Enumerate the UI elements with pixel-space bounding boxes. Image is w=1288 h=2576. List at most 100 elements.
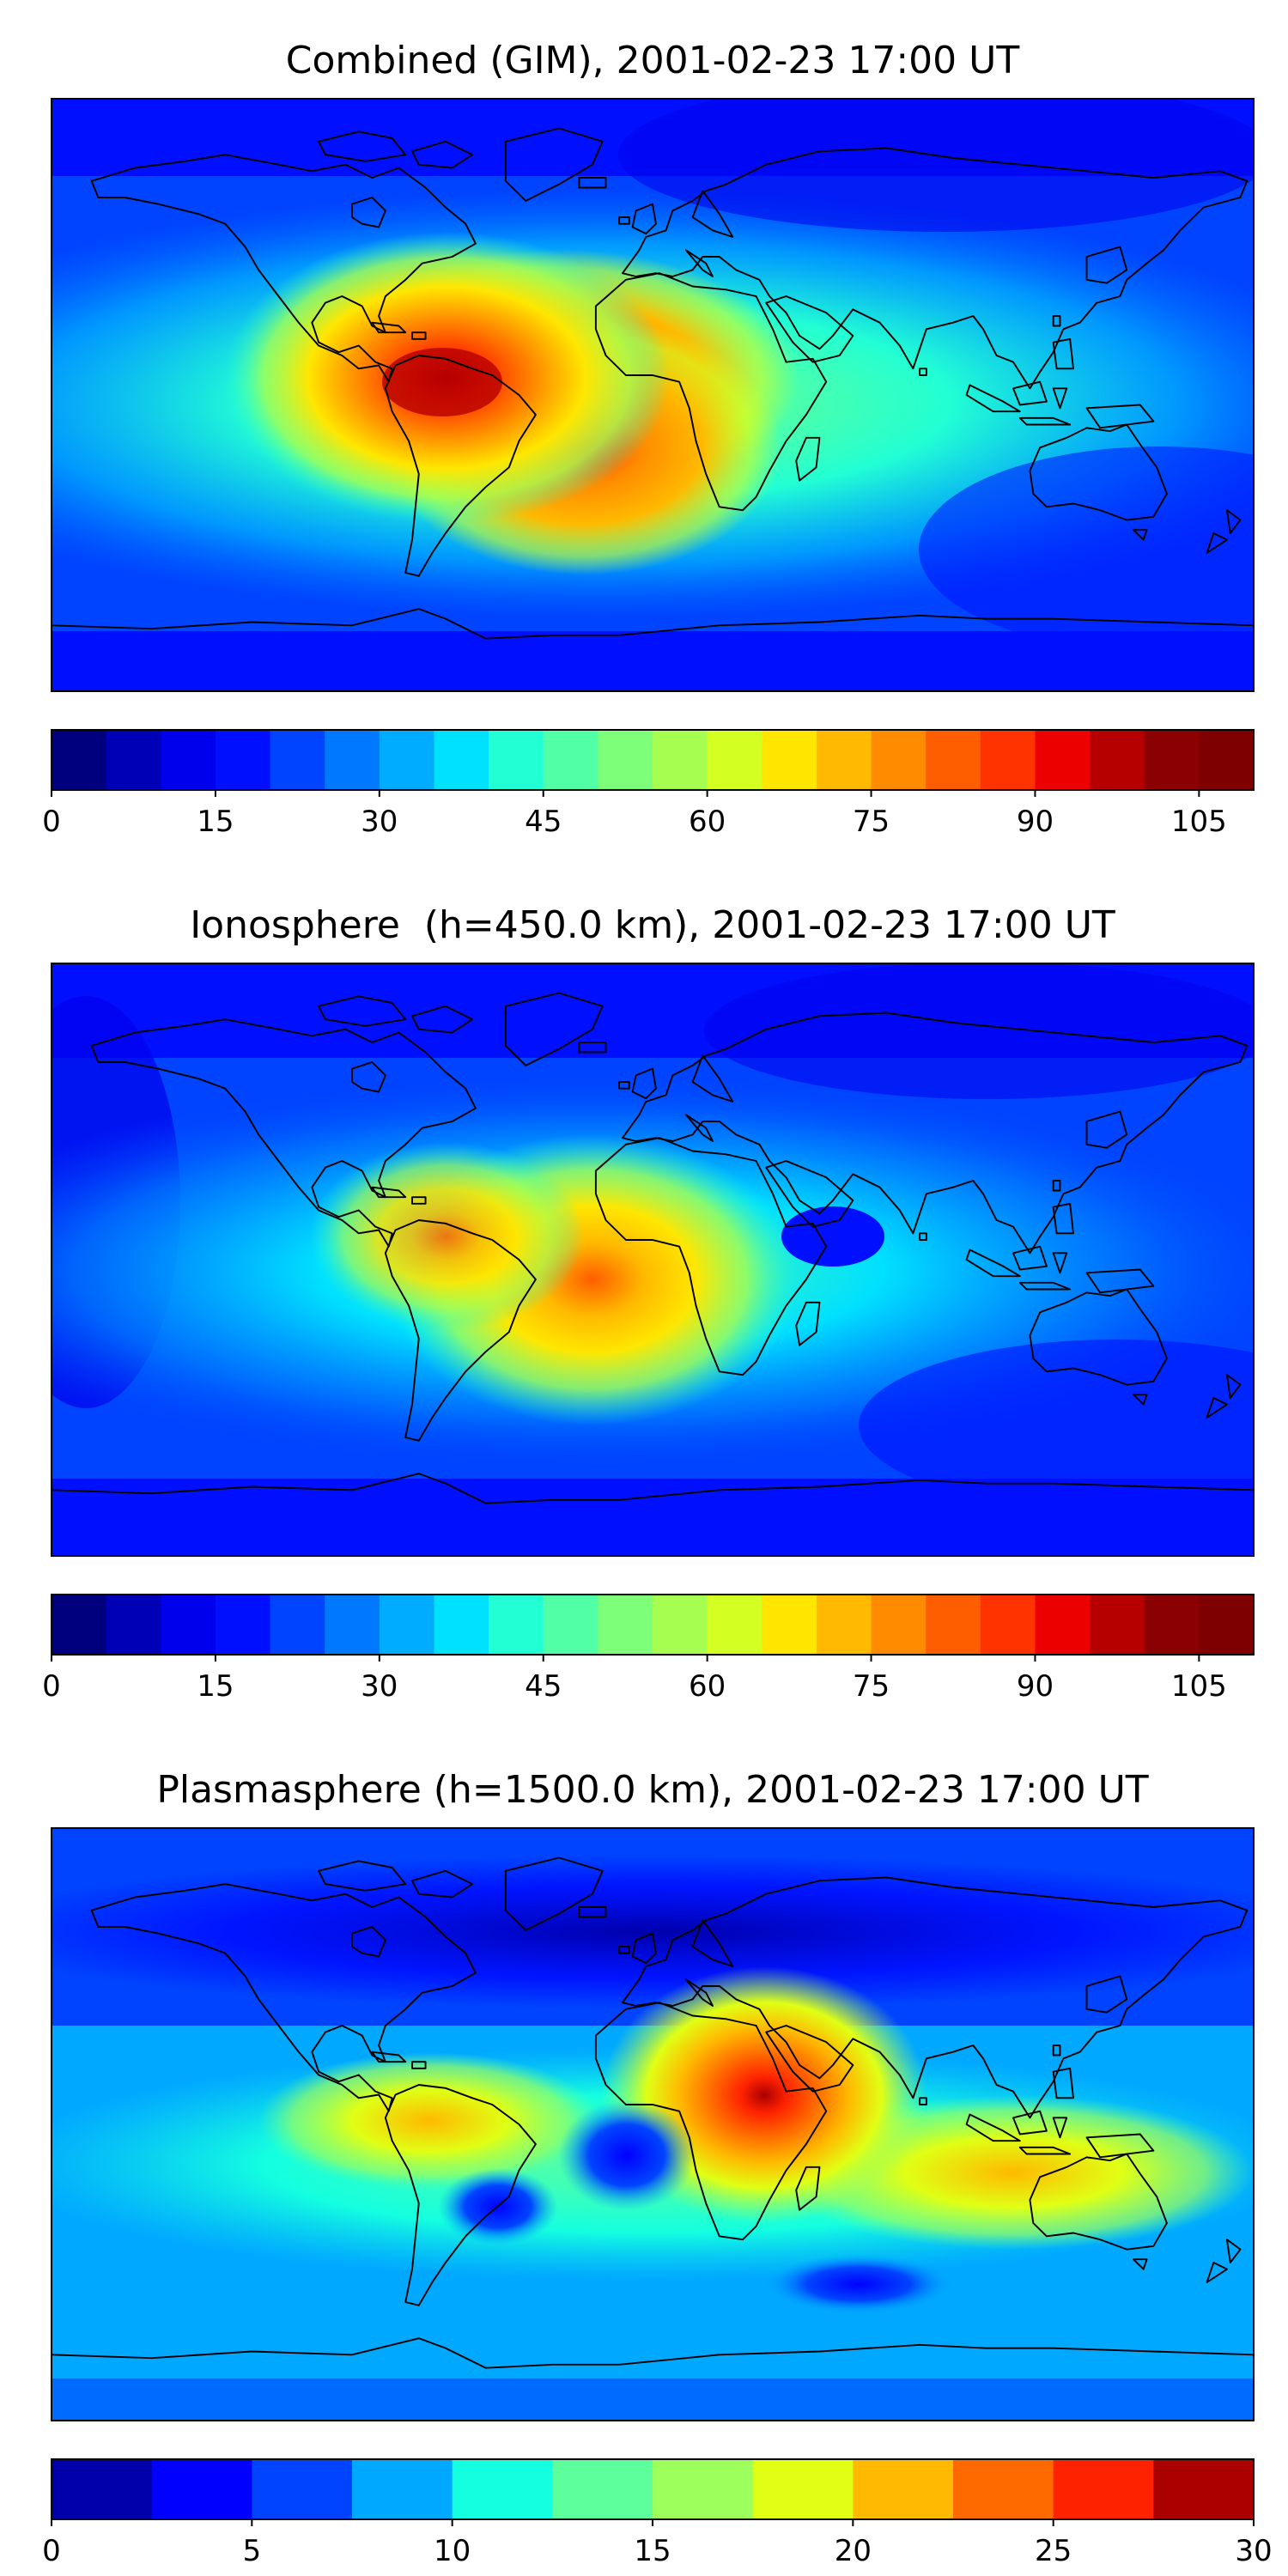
colorbar-segment	[325, 1595, 380, 1655]
colorbar-segment	[379, 1595, 435, 1655]
low-east-africa	[781, 1206, 884, 1267]
panel-combined-gim: Combined (GIM), 2001-02-23 17:00 UT 0 15 3…	[42, 39, 1255, 839]
colorbar-tick-label: 30	[361, 1669, 398, 1704]
colorbar-segment	[752, 2459, 854, 2519]
colorbar-tick-label: 60	[689, 1669, 726, 1704]
panel-ionosphere: Ionosphere (h=450.0 km), 2001-02-23 17:0…	[42, 903, 1255, 1704]
colorbar-segment	[52, 2459, 153, 2519]
colorbar-tick-label: 20	[835, 2534, 872, 2568]
colorbar-segment	[552, 2459, 653, 2519]
colorbar-tick-label: 90	[1017, 805, 1054, 839]
colorbar-segment	[52, 730, 107, 790]
colorbar: 0 15 30 45 60 75 90 105	[42, 1594, 1255, 1704]
south-america-core	[382, 348, 502, 416]
colorbar-frame	[51, 729, 1255, 791]
colorbar-segment	[215, 730, 271, 790]
colorbar-segment	[980, 730, 1036, 790]
colorbar-segment	[762, 1595, 817, 1655]
panel-title: Plasmasphere (h=1500.0 km), 2001-02-23 1…	[156, 1768, 1148, 1812]
southern-ocean-low	[764, 2254, 953, 2314]
colorbar-tick-label: 5	[243, 2534, 262, 2568]
atlantic-low	[558, 2099, 696, 2211]
map-frame	[51, 963, 1255, 1557]
colorbar-segment	[853, 2459, 954, 2519]
panel-title: Ionosphere (h=450.0 km), 2001-02-23 17:0…	[190, 903, 1115, 947]
panel-plasmasphere: Plasmasphere (h=1500.0 km), 2001-02-23 1…	[42, 1768, 1273, 2568]
colorbar-segment	[52, 1595, 107, 1655]
colorbar-tick-label: 30	[1235, 2534, 1272, 2568]
colorbar-segment	[434, 730, 489, 790]
map-frame	[51, 1827, 1255, 2421]
colorbar-segment	[926, 730, 981, 790]
colorbar-segment	[1090, 1595, 1145, 1655]
colorbar: 0 5 10 15 20 25 30	[42, 2458, 1273, 2568]
colorbar-segment	[653, 730, 708, 790]
colorbar-tick-label: 75	[853, 1669, 890, 1704]
colorbar-tick-label: 75	[853, 805, 890, 839]
colorbar-segment	[598, 1595, 653, 1655]
colorbar-tick-label: 25	[1035, 2534, 1072, 2568]
colorbar: 0 15 30 45 60 75 90 105	[42, 729, 1255, 839]
colorbar-tick-label: 90	[1017, 1669, 1054, 1704]
colorbar-segment	[1199, 730, 1255, 790]
colorbar-segment	[106, 1595, 161, 1655]
low-north-asia	[704, 963, 1254, 1099]
colorbar-segment	[707, 1595, 762, 1655]
colorbar-tick-label: 15	[634, 2534, 671, 2568]
colorbar-segment	[1199, 1595, 1255, 1655]
colorbar-tick-label: 0	[42, 1669, 61, 1704]
colorbar-segment	[762, 730, 817, 790]
colorbar-segment	[489, 1595, 544, 1655]
map-frame	[51, 98, 1255, 692]
colorbar-segment	[252, 2459, 353, 2519]
colorbar-segment	[1053, 2459, 1154, 2519]
colorbar-segment	[980, 1595, 1036, 1655]
colorbar-segment	[325, 730, 380, 790]
colorbar-segment	[598, 730, 653, 790]
colorbar-tick-label: 30	[361, 805, 398, 839]
tec-map	[52, 99, 1254, 691]
colorbar-segment	[1035, 730, 1091, 790]
low-north-asia	[618, 99, 1254, 232]
colorbar-segment	[270, 730, 325, 790]
tec-map	[52, 1828, 1254, 2421]
colorbar-tick-label: 105	[1171, 805, 1227, 839]
colorbar-segment	[653, 2459, 754, 2519]
colorbar-segment	[434, 1595, 489, 1655]
colorbar-segment	[489, 730, 544, 790]
colorbar-tick-label: 15	[197, 805, 234, 839]
colorbar-segment	[543, 730, 598, 790]
colorbar-segment	[1090, 730, 1145, 790]
northern-sa-crest	[309, 1142, 584, 1331]
colorbar-segment	[270, 1595, 325, 1655]
colorbar-segment	[1144, 730, 1200, 790]
tec-map	[52, 963, 1254, 1556]
colorbar-segment	[1144, 1595, 1200, 1655]
colorbar-segment	[161, 730, 216, 790]
colorbar-tick-label: 105	[1171, 1669, 1227, 1704]
colorbar-segment	[816, 730, 872, 790]
colorbar-segment	[106, 730, 161, 790]
colorbar-segment	[1035, 1595, 1091, 1655]
colorbar-tick-label: 45	[525, 805, 562, 839]
colorbar-tick-label: 15	[197, 1669, 234, 1704]
colorbar-segment	[926, 1595, 981, 1655]
colorbar-segment	[379, 730, 435, 790]
colorbar-tick-label: 60	[689, 805, 726, 839]
colorbar-segment	[871, 730, 927, 790]
panel-title: Combined (GIM), 2001-02-23 17:00 UT	[286, 39, 1020, 82]
low-north-band	[52, 1855, 1254, 2009]
colorbar-tick-label: 10	[434, 2534, 471, 2568]
colorbar-tick-label: 0	[42, 2534, 61, 2568]
colorbar-tick-label: 45	[525, 1669, 562, 1704]
low-australia	[859, 1340, 1254, 1511]
colorbar-segment	[816, 1595, 872, 1655]
colorbar-segment	[543, 1595, 598, 1655]
colorbar-segment	[151, 2459, 252, 2519]
colorbar-segment	[871, 1595, 927, 1655]
south-america-crest	[258, 2052, 601, 2190]
colorbar-segment	[1153, 2459, 1255, 2519]
colorbar-segment	[953, 2459, 1054, 2519]
colorbar-segment	[215, 1595, 271, 1655]
